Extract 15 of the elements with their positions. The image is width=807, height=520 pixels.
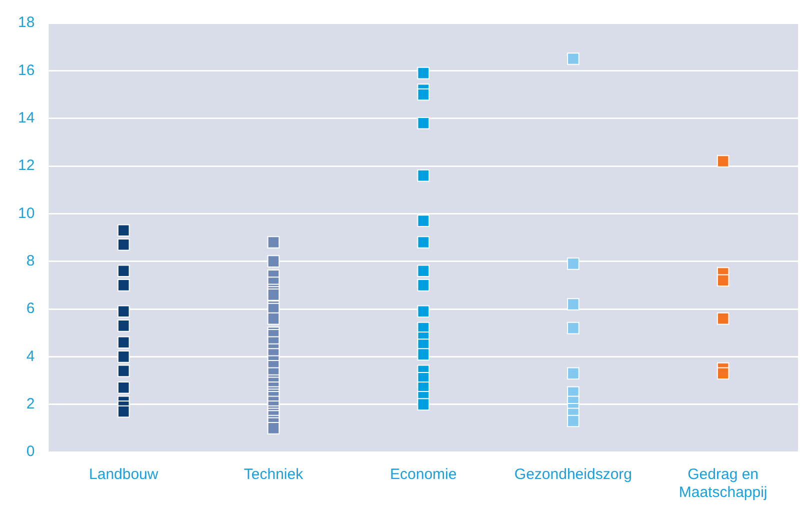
y-tick-label: 6 — [26, 300, 35, 318]
y-tick-label: 4 — [26, 348, 35, 365]
x-tick-label: Techniek — [244, 466, 304, 484]
y-tick-label: 8 — [26, 252, 35, 270]
y-tick-label: 10 — [18, 204, 35, 222]
y-tick-label: 16 — [18, 62, 35, 79]
x-tick-label: Economie — [390, 466, 457, 484]
y-tick-label: 14 — [18, 109, 35, 126]
x-tick-label: Gezondheidszorg — [514, 466, 632, 484]
y-tick-label: 2 — [26, 395, 35, 412]
y-tick-label: 18 — [18, 14, 35, 32]
y-tick-label: 0 — [26, 443, 35, 460]
x-tick-label: Gedrag en Maatschappij — [678, 466, 768, 502]
y-tick-label: 12 — [18, 157, 35, 174]
x-tick-label: Landbouw — [89, 466, 158, 484]
